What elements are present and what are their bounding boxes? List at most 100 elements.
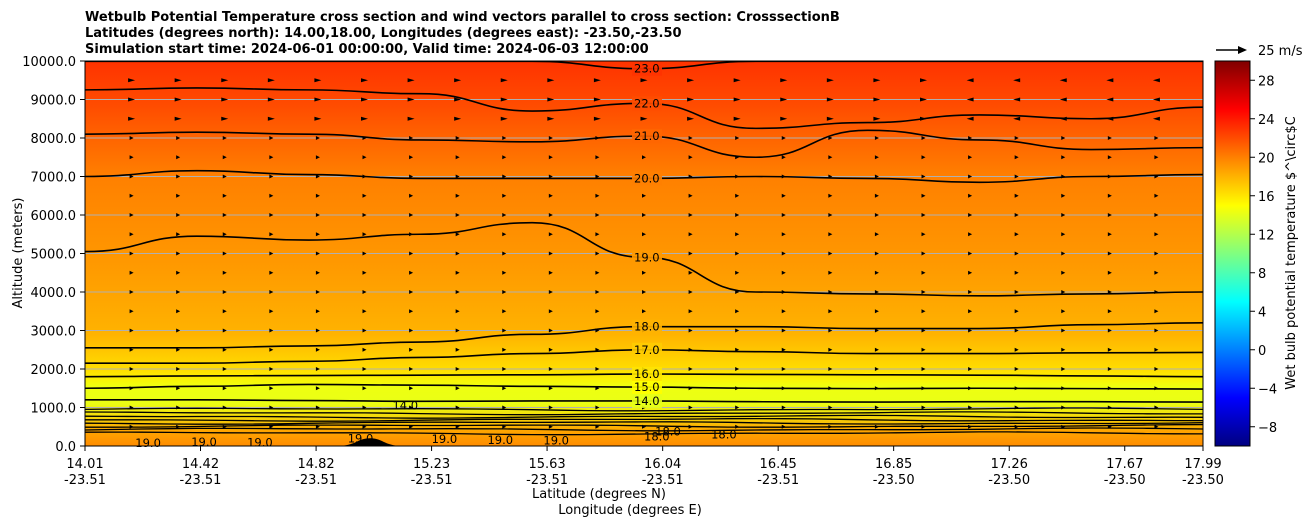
colorbar-tick-label: −4 [1258, 382, 1277, 397]
wind-vector [548, 386, 553, 391]
wind-vector [828, 309, 833, 314]
wind-vector [688, 213, 693, 217]
wind-vector [222, 155, 227, 160]
wind-vector [687, 78, 695, 83]
wind-vector [733, 116, 741, 121]
wind-vector [361, 78, 368, 83]
wind-vector [176, 347, 181, 352]
wind-vector [315, 290, 320, 294]
wind-vector [688, 251, 693, 256]
colorbar-tick-label: 24 [1258, 113, 1275, 128]
low-contour-label: 19.0 [191, 435, 217, 449]
wind-vector [921, 309, 926, 314]
wind-vector [267, 78, 275, 83]
wind-vector [781, 251, 786, 256]
colorbar-tick-label: 16 [1258, 190, 1275, 205]
wind-vector [455, 251, 460, 256]
wind-vector [129, 309, 134, 314]
colorbar-tick-label: −8 [1258, 421, 1277, 436]
wind-vector [176, 270, 181, 275]
wind-vector [315, 309, 320, 314]
wind-vector [780, 78, 788, 83]
colorbar-tick-label: 0 [1258, 344, 1266, 359]
wind-vector [595, 232, 600, 237]
wind-vector [548, 174, 553, 179]
wind-vector [176, 328, 181, 333]
wind-vector [735, 251, 740, 256]
y-tick-label: 9000.0 [31, 94, 77, 109]
x-tick-label-lat: 14.01 [66, 457, 103, 472]
wind-vector [362, 328, 367, 333]
wind-vector [1154, 155, 1159, 160]
wind-vector [688, 405, 693, 410]
wind-vector [1061, 270, 1066, 275]
wind-vector [548, 213, 553, 217]
wind-vector [176, 251, 181, 256]
wind-vector [921, 251, 926, 256]
wind-vector [129, 232, 134, 237]
wind-vector [409, 213, 414, 217]
wind-vector [1014, 347, 1019, 352]
low-contour-line [84, 414, 1204, 419]
wind-vector [1107, 309, 1112, 314]
wind-vector [874, 347, 879, 352]
wind-vector [1154, 136, 1159, 140]
wind-vector [1014, 213, 1019, 217]
wind-vector [1014, 290, 1019, 294]
wind-vector [642, 270, 646, 275]
wind-vector [222, 136, 227, 140]
wind-vector [1107, 136, 1112, 140]
wind-vector [595, 405, 600, 410]
wind-vector [1061, 232, 1066, 237]
wind-vector [128, 97, 136, 102]
wind-vector [409, 386, 414, 391]
wind-vector [315, 136, 320, 140]
wind-vector [548, 251, 553, 256]
wind-vector [361, 116, 368, 121]
wind-vector [921, 405, 926, 410]
wind-vector [362, 232, 367, 237]
colorbar-label: Wet bulb potential temperature $^\circ$C [1284, 116, 1299, 389]
y-tick-label: 3000.0 [31, 325, 77, 340]
wind-vector [1061, 155, 1066, 160]
wind-vector [828, 193, 833, 198]
wind-vector [921, 193, 926, 198]
contour-label: 21.0 [634, 129, 660, 143]
wind-vector [129, 290, 134, 294]
wind-vector [968, 174, 973, 179]
wind-vector [1061, 290, 1066, 294]
wind-vector [595, 309, 600, 314]
wind-vector [593, 116, 601, 121]
wind-vector [781, 405, 786, 410]
wind-vector [502, 347, 507, 352]
y-tick-label: 1000.0 [31, 402, 77, 417]
contour-label-bg [632, 96, 662, 111]
x-tick-label-lon: -23.50 [1104, 473, 1146, 488]
wind-vector [968, 347, 973, 352]
wind-vector [828, 155, 833, 160]
x-tick-label-lon: -23.51 [642, 473, 684, 488]
wind-vector [781, 232, 786, 237]
quiver-key: 25 m/s [1216, 44, 1303, 59]
wind-vector [688, 367, 693, 371]
wind-vector [1013, 78, 1021, 83]
low-contour-line [85, 423, 1204, 428]
wind-vector [362, 270, 367, 275]
wind-vector [1154, 328, 1159, 333]
wind-vector [781, 347, 786, 352]
wind-vector [874, 367, 879, 371]
x-tick-label-lon: -23.51 [64, 473, 106, 488]
quiver-key-arrow-head [1238, 46, 1247, 54]
wind-vector [968, 270, 973, 275]
wind-vector [502, 270, 507, 275]
wind-vector [221, 78, 229, 83]
wind-vector [221, 116, 229, 121]
wind-vector [269, 347, 274, 352]
wind-vector [735, 309, 740, 314]
wind-vector [222, 174, 227, 179]
colorbar-tick-label: 20 [1258, 151, 1275, 166]
wind-vector [826, 97, 834, 102]
wind-vector [828, 270, 833, 275]
wind-vector [688, 270, 693, 275]
wind-vector [688, 232, 693, 237]
